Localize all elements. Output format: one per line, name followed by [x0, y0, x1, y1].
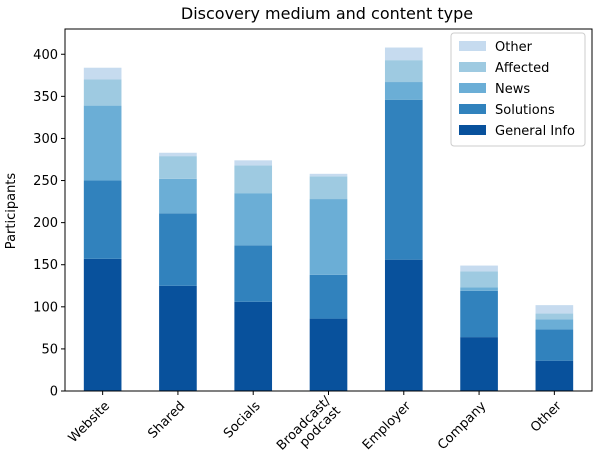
legend-swatch	[459, 41, 486, 51]
x-tick-label-line: Socials	[221, 399, 264, 442]
legend-swatch	[459, 104, 486, 114]
bar-news-2	[234, 193, 273, 246]
bar-general-info-1	[159, 285, 197, 391]
bar-affected-3	[309, 176, 348, 200]
x-tick-label-group: Broadcast/podcast	[274, 393, 344, 463]
y-tick-label: 150	[33, 258, 58, 273]
legend-swatch	[459, 62, 486, 72]
legend-swatch	[459, 83, 486, 93]
y-tick-label: 350	[33, 90, 58, 105]
x-tick-label-group: Company	[435, 399, 490, 454]
y-tick-label: 300	[33, 132, 58, 147]
bar-other-5	[460, 265, 498, 272]
x-tick-label-group: Shared	[145, 399, 188, 442]
bar-affected-0	[83, 79, 122, 106]
y-tick-label: 100	[33, 300, 58, 315]
y-tick-label: 0	[50, 385, 58, 400]
bar-other-3	[309, 173, 348, 177]
y-tick-label: 200	[33, 216, 58, 231]
bar-affected-5	[460, 271, 498, 288]
bar-solutions-0	[83, 180, 122, 259]
x-tick-label: Broadcast/podcast	[274, 393, 344, 463]
bar-affected-1	[159, 156, 197, 179]
legend-label: Other	[495, 40, 533, 55]
x-tick-label: Shared	[145, 399, 188, 442]
bar-solutions-2	[234, 245, 273, 302]
x-tick-label-group: Employer	[360, 398, 415, 453]
x-tick-label-line: Employer	[360, 398, 415, 453]
legend: Other Affected News Solutions General Info	[450, 32, 586, 147]
x-tick-label: Socials	[221, 399, 264, 442]
legend-label: News	[495, 82, 530, 97]
bar-other-2	[234, 160, 273, 166]
bar-general-info-4	[384, 259, 423, 391]
x-tick-label-group: Socials	[221, 399, 264, 442]
x-tick-label-group: Other	[528, 398, 565, 435]
legend-label: Solutions	[495, 103, 555, 118]
x-tick-label-line: Other	[528, 398, 565, 435]
bar-other-1	[159, 152, 197, 157]
bar-affected-4	[384, 60, 423, 83]
bar-news-5	[460, 287, 498, 291]
bar-news-0	[83, 105, 122, 181]
x-tick-label: Other	[528, 398, 565, 435]
x-tick-label: Company	[435, 399, 490, 454]
bar-news-1	[159, 178, 197, 214]
bar-solutions-4	[384, 99, 423, 260]
bar-solutions-5	[460, 290, 498, 338]
x-tick-label-line: Website	[66, 399, 113, 446]
chart-title: Discovery medium and content type	[181, 4, 473, 23]
bar-general-info-5	[460, 337, 498, 391]
bar-general-info-2	[234, 301, 273, 391]
bar-other-4	[384, 47, 423, 61]
x-tick-label-group: Website	[66, 399, 113, 446]
x-tick-label: Website	[66, 399, 113, 446]
bar-solutions-6	[535, 329, 574, 361]
legend-swatch	[459, 125, 486, 135]
legend-box	[450, 32, 586, 147]
bar-news-3	[309, 199, 348, 275]
bar-general-info-6	[535, 360, 574, 391]
legend-label: Affected	[495, 61, 549, 76]
x-tick-label-line: Shared	[145, 399, 188, 442]
bar-other-0	[83, 67, 122, 80]
bar-solutions-1	[159, 213, 197, 286]
bar-solutions-3	[309, 274, 348, 319]
bar-news-4	[384, 82, 423, 100]
legend-label: General Info	[495, 124, 575, 139]
y-axis-title: Participants	[4, 173, 19, 250]
bar-general-info-0	[83, 258, 122, 391]
x-tick-label: Employer	[360, 398, 415, 453]
y-tick-label: 50	[41, 342, 58, 357]
y-tick-label: 400	[33, 48, 58, 63]
bar-other-6	[535, 305, 574, 314]
bar-general-info-3	[309, 318, 348, 391]
x-tick-label-line: Company	[435, 399, 490, 454]
y-tick-label: 250	[33, 174, 58, 189]
bars-layer	[83, 47, 574, 391]
bar-affected-6	[535, 313, 574, 320]
bar-affected-2	[234, 165, 273, 194]
bar-news-6	[535, 319, 574, 330]
